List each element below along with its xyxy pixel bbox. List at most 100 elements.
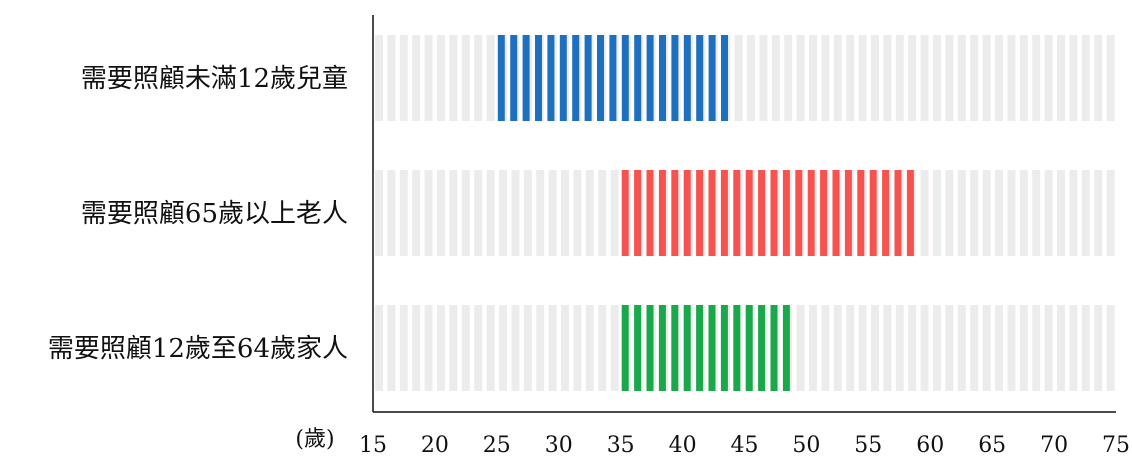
background-stripe: [982, 170, 991, 256]
background-stripe: [387, 170, 396, 256]
background-stripe: [399, 35, 408, 121]
background-stripe: [933, 170, 941, 256]
background-stripe: [399, 170, 408, 256]
bar-stripe: [572, 35, 580, 121]
background-stripe: [1044, 35, 1053, 121]
x-tick-label: 70: [1040, 433, 1068, 457]
background-stripe: [883, 35, 892, 121]
bar-stripe: [894, 170, 902, 256]
background-stripe: [858, 305, 867, 391]
background-stripe: [734, 35, 743, 121]
background-stripe: [412, 170, 421, 256]
background-stripe: [920, 35, 929, 121]
bar-stripe: [745, 170, 753, 256]
bar-stripe: [510, 35, 518, 121]
background-stripe: [585, 305, 594, 391]
bar-stripe: [696, 35, 704, 121]
bar-stripe: [745, 305, 753, 391]
bar-stripe: [609, 35, 617, 121]
bar-stripe: [646, 305, 654, 391]
background-stripe: [1019, 170, 1028, 256]
bar-stripe: [869, 170, 877, 256]
background-stripe: [833, 35, 842, 121]
background-stripe: [1019, 305, 1028, 391]
range-bar-3: [621, 305, 790, 391]
bar-stripe: [882, 170, 890, 256]
category-label: 需要照顧未滿12歲兒童: [81, 64, 348, 94]
background-stripe: [796, 35, 805, 121]
bar-stripe: [621, 305, 629, 391]
background-stripe: [387, 35, 396, 121]
background-stripe: [375, 35, 383, 121]
background-stripe: [437, 35, 445, 121]
bar-stripe: [522, 35, 530, 121]
bar-stripe: [820, 170, 828, 256]
bar-stripe: [646, 35, 654, 121]
background-stripe: [784, 35, 793, 121]
background-stripe: [1069, 170, 1078, 256]
background-stripe: [511, 170, 520, 256]
background-stripe: [995, 35, 1003, 121]
bar-stripe: [634, 35, 642, 121]
background-stripe: [1007, 35, 1016, 121]
background-stripe: [437, 170, 445, 256]
background-stripe: [1057, 170, 1065, 256]
background-stripe: [1106, 35, 1115, 121]
background-stripe: [1044, 305, 1053, 391]
background-stripe: [598, 305, 607, 391]
background-stripe: [523, 170, 532, 256]
background-stripe: [387, 305, 396, 391]
bar-stripe: [758, 170, 766, 256]
bar-stripe: [621, 35, 629, 121]
background-stripe: [970, 170, 979, 256]
x-tick-labels: 15 20 25 30 35 40 45 50 55 60 65 70 75: [359, 433, 1130, 457]
bar-stripe: [547, 35, 555, 121]
background-stripe: [883, 305, 892, 391]
row-background-1: [375, 35, 1115, 121]
background-stripe: [846, 305, 855, 391]
category-label: 需要照顧65歲以上老人: [81, 199, 348, 229]
background-stripe: [486, 170, 495, 256]
background-stripe: [933, 305, 941, 391]
background-stripe: [920, 305, 929, 391]
x-tick-label: 75: [1102, 433, 1130, 457]
background-stripe: [821, 35, 830, 121]
x-tick-label: 25: [483, 433, 511, 457]
bar-stripe: [683, 305, 691, 391]
background-stripe: [1069, 305, 1078, 391]
background-stripe: [796, 305, 805, 391]
background-stripe: [821, 305, 830, 391]
background-stripe: [871, 305, 879, 391]
bar-stripe: [708, 35, 716, 121]
bar-stripe: [535, 35, 542, 121]
background-stripe: [424, 305, 433, 391]
background-stripe: [523, 305, 532, 391]
background-stripe: [474, 35, 483, 121]
background-stripe: [809, 305, 817, 391]
background-stripe: [957, 35, 966, 121]
x-tick-label: 50: [792, 433, 820, 457]
background-stripe: [449, 35, 458, 121]
background-stripe: [920, 170, 929, 256]
background-stripe: [1094, 305, 1103, 391]
category-label: 需要照顧12歲至64歲家人: [48, 334, 348, 364]
bar-stripe: [497, 35, 505, 121]
bar-stripe: [770, 170, 778, 256]
background-stripe: [1094, 170, 1103, 256]
background-stripe: [1094, 35, 1103, 121]
background-stripe: [759, 35, 768, 121]
background-stripe: [610, 170, 619, 256]
x-unit-label: (歲): [295, 427, 334, 452]
bar-stripe: [782, 170, 790, 256]
background-stripe: [511, 305, 520, 391]
x-tick-label: 35: [607, 433, 635, 457]
bar-stripe: [584, 35, 592, 121]
x-tick-label: 45: [731, 433, 759, 457]
background-stripe: [895, 305, 904, 391]
bar-stripe: [857, 170, 865, 256]
bar-stripe: [721, 35, 728, 121]
bar-stripe: [671, 35, 679, 121]
background-stripe: [1106, 170, 1115, 256]
background-stripe: [424, 35, 433, 121]
background-stripe: [573, 170, 582, 256]
